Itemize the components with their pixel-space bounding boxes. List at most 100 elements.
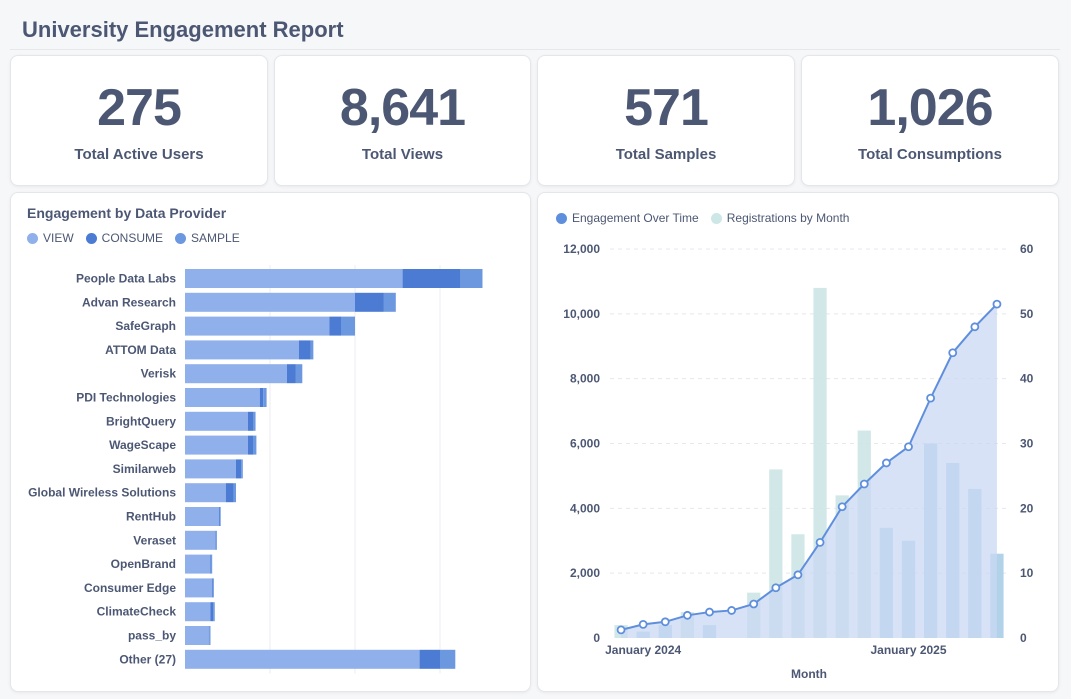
category-label: Verisk [141, 367, 177, 381]
bar-segment-view [185, 602, 211, 622]
category-label: Advan Research [82, 295, 176, 309]
report-header: University Engagement Report [10, 8, 1060, 50]
category-label: Veraset [133, 533, 176, 547]
category-label: OpenBrand [111, 557, 176, 571]
category-label: Other (27) [119, 652, 176, 666]
engagement-point [771, 583, 781, 593]
bar-segment-sample [253, 435, 257, 455]
y-tick-left: 8,000 [570, 372, 600, 386]
legend-item-registrations[interactable]: Registrations by Month [710, 211, 850, 225]
bar-segment-consume [287, 364, 296, 384]
bar-segment-consume [210, 554, 212, 574]
engagement-point [616, 625, 626, 635]
category-label: ClimateCheck [97, 605, 177, 619]
bar-segment-view [185, 316, 330, 336]
legend-label: CONSUME [101, 231, 164, 245]
bar-segment-sample [310, 340, 314, 360]
kpi-value: 571 [624, 79, 709, 137]
bar-segment-consume [219, 507, 220, 526]
y-tick-right: 40 [1020, 372, 1034, 386]
legend-label: VIEW [43, 231, 74, 245]
bar-segment-sample [241, 459, 243, 479]
bar-segment-sample [263, 388, 267, 407]
legend-item-sample[interactable]: SAMPLE [175, 231, 240, 245]
category-label: WageScape [109, 438, 176, 452]
kpi-label: Total Consumptions [858, 146, 1002, 163]
provider-bar-chart: People Data Labs Advan Research SafeGraph A… [28, 265, 483, 674]
kpi-value: 275 [97, 79, 182, 137]
bar-segment-consume [247, 411, 253, 431]
engagement-point [705, 607, 714, 617]
bar-segment-sample [211, 554, 213, 574]
category-label: Global Wireless Solutions [28, 486, 176, 500]
bar-segment-sample [213, 602, 215, 622]
engagement-point [837, 502, 847, 512]
bar-segment-view [185, 411, 248, 431]
bar-segment-sample [295, 364, 303, 384]
engagement-point [948, 348, 958, 358]
bar-segment-view [185, 483, 226, 503]
bar-segment-view [185, 435, 248, 455]
bar-segment-consume [210, 602, 214, 622]
y-tick-left: 2,000 [570, 566, 600, 580]
bar-segment-consume [298, 340, 311, 360]
bar-segment-consume [419, 649, 440, 669]
bar-segment-view [185, 507, 219, 526]
bar-segment-view [185, 292, 355, 312]
kpi-card-consumptions: 1,026 Total Consumptions [801, 55, 1059, 186]
provider-chart-card: Engagement by Data Provider VIEW CONSUME… [10, 192, 531, 692]
bar-segment-sample [233, 483, 236, 503]
y-tick-left: 12,000 [563, 242, 600, 256]
legend-dot [85, 232, 97, 244]
y-tick-right: 10 [1020, 566, 1034, 580]
y-tick-right: 30 [1020, 437, 1034, 451]
category-label: ATTOM Data [105, 343, 176, 357]
engagement-point [926, 393, 936, 403]
bar-segment-view [185, 626, 209, 645]
category-label: SafeGraph [115, 319, 176, 333]
engagement-point [881, 458, 891, 468]
legend-label: SAMPLE [191, 231, 240, 245]
kpi-label: Total Active Users [74, 146, 204, 163]
category-label: pass_by [128, 629, 176, 643]
bar-segment-view [185, 459, 236, 479]
y-tick-left: 10,000 [563, 307, 600, 321]
bar-segment-sample [216, 530, 217, 550]
bar-segment-consume [215, 530, 217, 550]
engagement-point [859, 479, 869, 489]
y-tick-left: 4,000 [570, 501, 600, 515]
legend-item-consume[interactable]: CONSUME [85, 231, 164, 245]
bar-segment-consume [259, 388, 264, 407]
kpi-value: 8,641 [339, 79, 466, 137]
bar-segment-sample [209, 626, 211, 645]
time-chart-legend: Engagement Over Time Registrations by Mo… [556, 211, 849, 225]
legend-label: Registrations by Month [726, 211, 850, 225]
legend-label: Engagement Over Time [572, 211, 699, 225]
y-tick-right: 50 [1020, 307, 1034, 321]
bar-segment-view [185, 364, 287, 384]
bar-segment-sample [253, 411, 256, 431]
bar-segment-consume [247, 435, 253, 455]
bar-segment-consume [329, 316, 342, 336]
legend-item-engagement[interactable]: Engagement Over Time [556, 211, 699, 225]
legend-dot [556, 212, 567, 224]
bar-segment-sample [341, 316, 355, 336]
engagement-point [638, 619, 648, 629]
bar-segment-view [185, 649, 420, 669]
bar-segment-view [185, 554, 211, 574]
y-tick-left: 0 [593, 631, 600, 645]
bar-segment-view [185, 578, 213, 598]
bar-segment-consume [402, 269, 461, 288]
kpi-card-views: 8,641 Total Views [274, 55, 531, 186]
y-tick-right: 0 [1020, 631, 1027, 645]
bar-segment-consume [208, 626, 210, 645]
legend-dot [710, 212, 722, 224]
engagement-point [682, 610, 692, 620]
y-tick-left: 6,000 [570, 437, 600, 451]
legend-item-view[interactable]: VIEW [27, 231, 74, 245]
x-tick-label: January 2024 [605, 643, 681, 657]
engagement-point [904, 442, 913, 452]
x-axis-label: Month [791, 667, 827, 681]
engagement-point [970, 322, 980, 332]
engagement-time-chart: 0 2,000 4,000 6,000 8,000 10,000 12,000 0 10 20 30… [563, 242, 1034, 681]
